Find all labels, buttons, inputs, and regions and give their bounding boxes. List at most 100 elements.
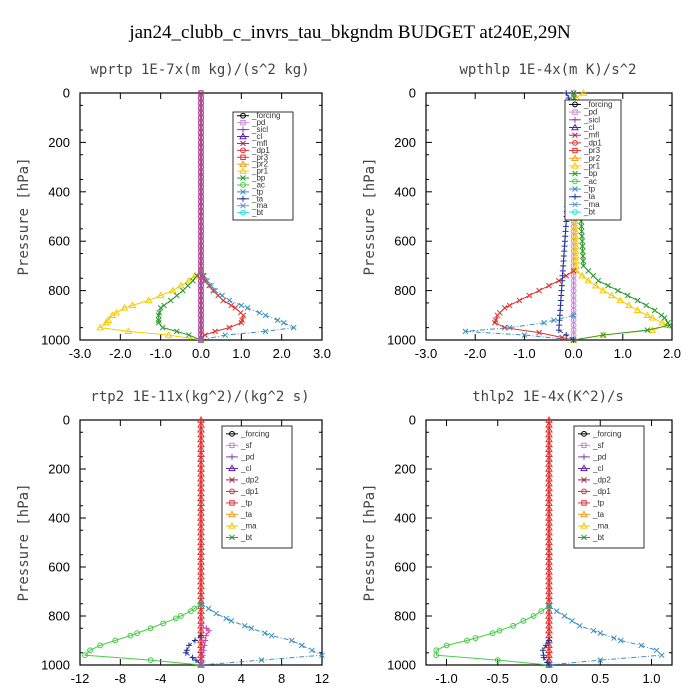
legend: _forcing _sf _pd _cl _dp2 _dp1 _tp _ta _ma _bt bbox=[573, 425, 645, 549]
series-marker bbox=[198, 218, 204, 225]
y-tick-label: 600 bbox=[48, 560, 70, 575]
series-line bbox=[200, 270, 296, 341]
series-marker bbox=[198, 278, 204, 284]
legend-entry: _ta bbox=[251, 194, 264, 203]
legend-marker bbox=[240, 119, 246, 126]
legend-entry: _pr1 bbox=[583, 161, 601, 170]
y-tick-label: 0 bbox=[63, 413, 70, 428]
x-tick-label: 2.0 bbox=[273, 346, 291, 361]
series-marker bbox=[309, 647, 315, 654]
legend-marker bbox=[581, 534, 587, 541]
series-marker bbox=[240, 312, 247, 319]
y-tick-label: 400 bbox=[48, 184, 70, 199]
series-marker bbox=[198, 184, 204, 190]
series-marker bbox=[185, 282, 191, 289]
legend-marker bbox=[571, 154, 579, 161]
series-marker bbox=[546, 662, 552, 668]
series-marker bbox=[570, 312, 577, 319]
legend-entry: _ac bbox=[251, 180, 265, 189]
series-marker bbox=[644, 327, 651, 333]
legend-marker bbox=[240, 112, 246, 119]
series-marker bbox=[147, 625, 154, 632]
panel-wpthlp: wpthlp 1E-4x(m K)/s^2 Pressure [hPa] 0 200 4… bbox=[362, 62, 681, 361]
series-marker bbox=[189, 654, 196, 661]
series-marker bbox=[198, 263, 204, 269]
y-tick-label: 800 bbox=[394, 283, 416, 298]
series-marker bbox=[212, 287, 218, 294]
legend-entry: _pr2 bbox=[583, 154, 601, 163]
legend-entry: _bp bbox=[583, 169, 598, 178]
series-marker bbox=[198, 287, 204, 294]
legend-entry: _pd bbox=[240, 452, 254, 461]
legend: _forcing_pd_sicl_cl_mfl_dp1_pr3_pr2_pr1_… bbox=[564, 99, 622, 221]
series-marker bbox=[198, 110, 204, 116]
series-marker bbox=[580, 258, 587, 264]
series-marker bbox=[551, 317, 557, 324]
legend-marker bbox=[572, 178, 578, 185]
legend-entry: _ta bbox=[240, 510, 253, 519]
series-marker bbox=[658, 652, 665, 659]
y-tick-label: 600 bbox=[48, 234, 70, 249]
series-marker bbox=[185, 276, 193, 284]
series-marker bbox=[555, 327, 562, 334]
legend-marker bbox=[228, 510, 236, 518]
series-marker bbox=[198, 100, 204, 106]
x-tick-label: 0.0 bbox=[540, 671, 558, 686]
series-marker bbox=[160, 620, 167, 627]
series-marker bbox=[666, 322, 673, 329]
series-marker bbox=[661, 314, 668, 321]
legend-entry: _forcing bbox=[583, 100, 612, 109]
series-marker bbox=[168, 286, 177, 294]
series-marker bbox=[578, 271, 587, 279]
series-marker bbox=[198, 662, 204, 668]
series-marker bbox=[198, 90, 204, 96]
plot-frame bbox=[425, 92, 673, 341]
series-marker bbox=[198, 228, 204, 235]
series-marker bbox=[173, 328, 180, 335]
legend-entry: _mfl bbox=[251, 139, 267, 148]
y-tick-label: 1000 bbox=[387, 658, 416, 673]
series-marker bbox=[219, 292, 226, 299]
series-marker bbox=[220, 297, 227, 304]
series-marker bbox=[226, 297, 233, 304]
series-marker bbox=[433, 652, 440, 659]
legend: _forcing _sf _pd _cl _dp2 _dp1 _tp _ta _ma _bt bbox=[221, 425, 293, 549]
series-marker bbox=[585, 267, 592, 274]
series-marker bbox=[638, 642, 645, 649]
series_bp bbox=[155, 267, 204, 343]
series-marker bbox=[226, 324, 233, 331]
series-marker bbox=[185, 642, 192, 649]
series-marker bbox=[198, 297, 204, 304]
series-marker bbox=[578, 223, 585, 230]
series-marker bbox=[591, 281, 600, 289]
legend-marker bbox=[229, 477, 235, 483]
legend-marker bbox=[571, 123, 579, 131]
series-line bbox=[83, 603, 202, 666]
x-tick-label: -12 bbox=[71, 671, 90, 686]
x-tick-label: -3.0 bbox=[415, 346, 437, 361]
x-tick-label: -2.0 bbox=[109, 346, 131, 361]
x-tick-label: 3.0 bbox=[313, 346, 331, 361]
series-marker bbox=[546, 282, 552, 289]
series-marker bbox=[134, 630, 141, 637]
series-marker bbox=[82, 652, 88, 659]
series-marker bbox=[198, 164, 204, 170]
x-tick-label: 2.0 bbox=[663, 346, 681, 361]
x-tick-label: 1.0 bbox=[232, 346, 250, 361]
series_tp bbox=[198, 267, 297, 343]
legend-entry: _bp bbox=[251, 174, 266, 183]
legend-marker bbox=[229, 534, 235, 541]
series-marker bbox=[96, 323, 105, 331]
series-marker bbox=[198, 129, 204, 136]
legend-entry: _tp bbox=[583, 185, 596, 194]
y-tick-label: 600 bbox=[394, 560, 416, 575]
legend-entry: _bt bbox=[592, 533, 605, 542]
series-marker bbox=[206, 627, 213, 634]
series-marker bbox=[198, 268, 204, 274]
series-marker bbox=[501, 305, 508, 311]
series-marker bbox=[198, 174, 204, 180]
series-marker bbox=[244, 305, 251, 311]
x-tick-label: -2.0 bbox=[464, 346, 486, 361]
panel-title: thlp2 1E-4x(K^2)/s bbox=[472, 389, 624, 405]
series-marker bbox=[97, 642, 104, 649]
